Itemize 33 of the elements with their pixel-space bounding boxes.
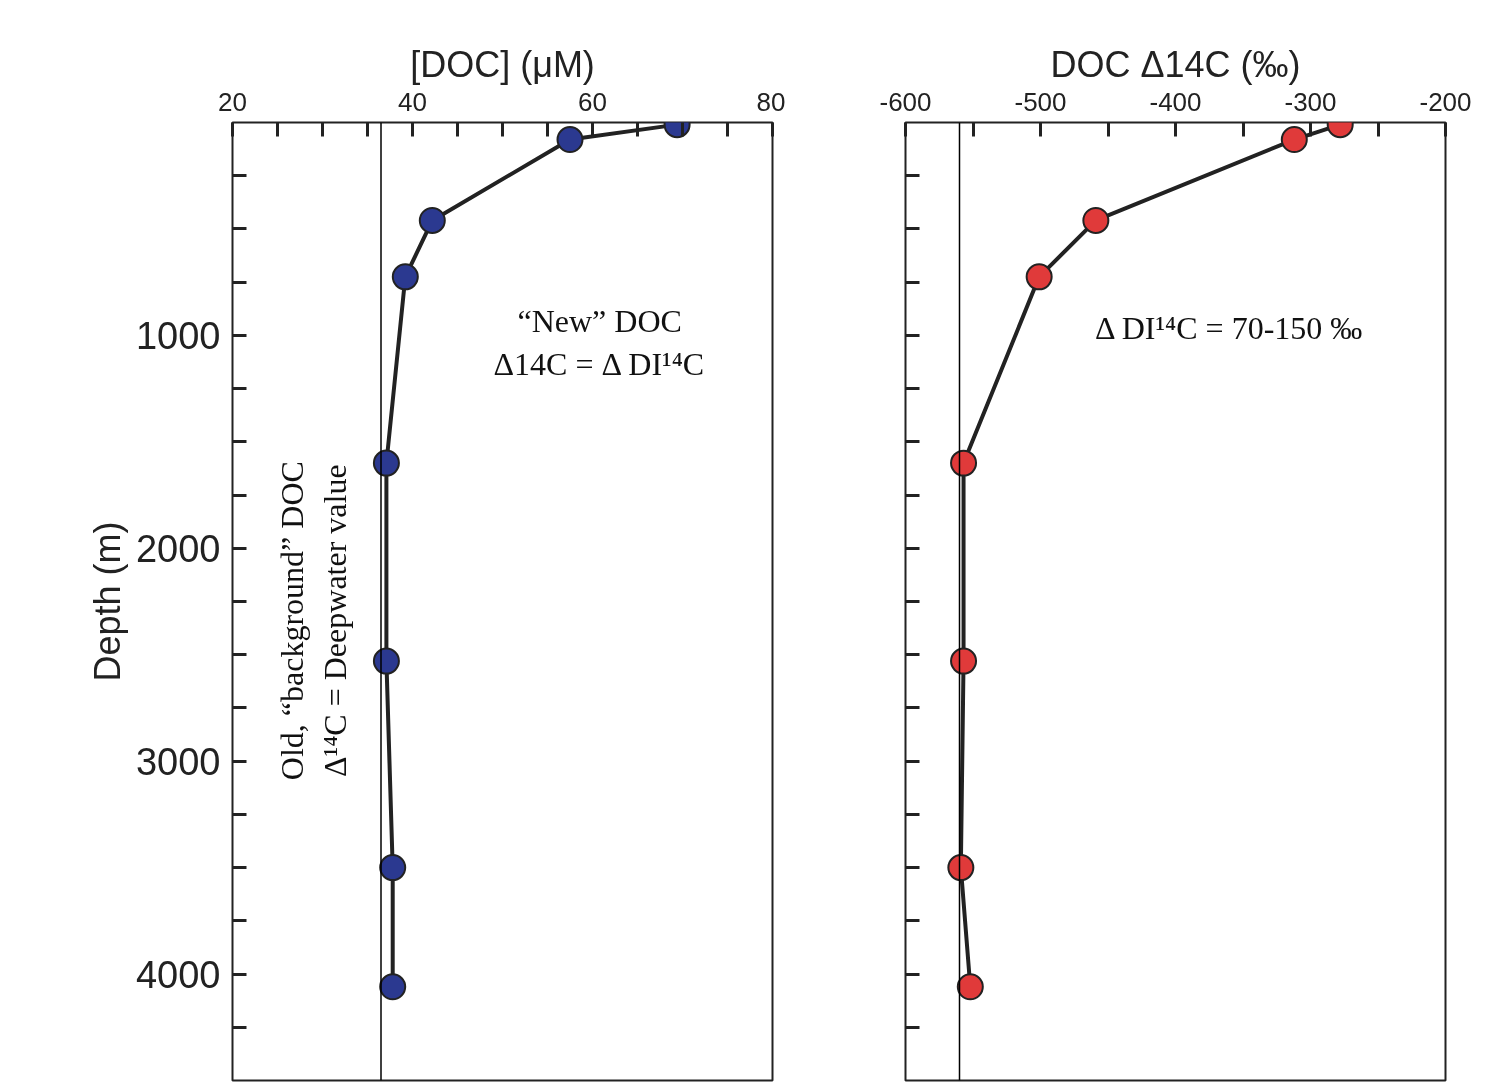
x-axis-title: DOC Δ14C (‰) [1050, 43, 1301, 85]
x-axis-title: [DOC] (μM) [410, 43, 595, 85]
point [391, 263, 419, 291]
x-tick-label: 60 [578, 86, 607, 117]
x-tick-label: -400 [1149, 86, 1202, 117]
point [1025, 263, 1053, 291]
x-tick-label: -300 [1284, 86, 1337, 117]
x-tick-label: 40 [398, 86, 427, 117]
point [418, 206, 446, 234]
annotation: Old, “background” DOC Δ¹⁴C = Deepwater value [273, 461, 354, 781]
x-tick-label: -500 [1014, 86, 1067, 117]
x-tick-label: 80 [756, 86, 786, 117]
x-tick-label: -200 [1419, 86, 1472, 117]
point [950, 647, 978, 675]
point [1280, 126, 1308, 154]
annotation: “New” DOC Δ14C = Δ DI¹⁴C [493, 303, 705, 383]
y-tick-label: 1000 [135, 314, 221, 357]
annotation: Δ DI¹⁴C = 70-150 ‰ [1094, 310, 1363, 347]
y-tick-label: 4000 [135, 953, 221, 996]
y-tick-label: 3000 [135, 740, 221, 783]
y-axis-title: Depth (m) [86, 521, 128, 682]
y-tick-label: 2000 [135, 527, 221, 570]
point [1082, 206, 1110, 234]
point [956, 973, 984, 1001]
point [372, 449, 400, 477]
x-tick-label: 20 [218, 86, 247, 117]
point [947, 854, 975, 882]
point [379, 973, 407, 1001]
x-tick-label: -600 [879, 86, 932, 117]
point [556, 126, 584, 154]
point [379, 854, 407, 882]
point [950, 449, 978, 477]
point [372, 647, 400, 675]
